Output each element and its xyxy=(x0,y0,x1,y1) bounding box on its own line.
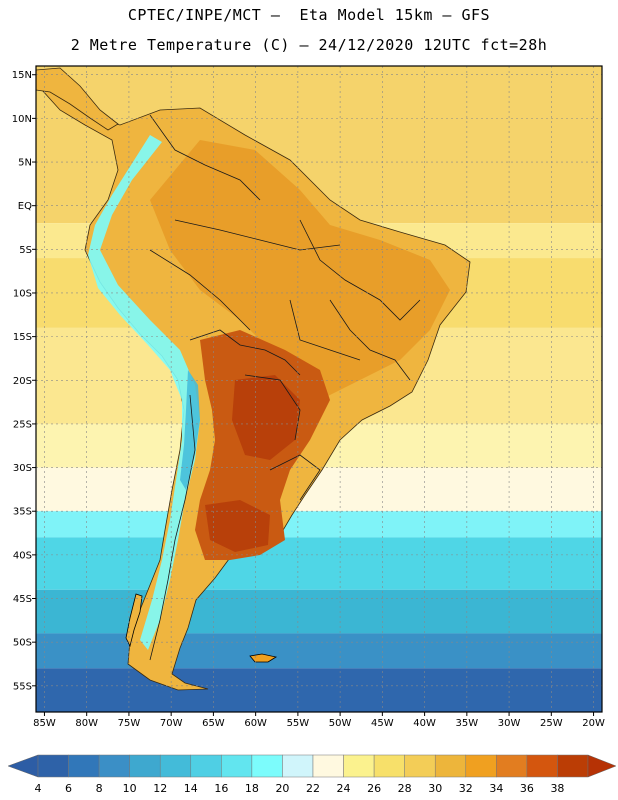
andes-cool-spine xyxy=(88,135,200,650)
colorbar-label: 36 xyxy=(520,782,534,795)
colorbar-high-arrow xyxy=(587,754,617,778)
lat-tick-label: 55S xyxy=(13,681,32,692)
colorbar-label: 18 xyxy=(245,782,259,795)
map-frame xyxy=(35,65,603,713)
lon-tick-label: 70W xyxy=(160,718,183,729)
border-peru-brazil xyxy=(149,249,251,331)
lon-tick-label: 85W xyxy=(33,718,56,729)
colorbar-swatch xyxy=(251,754,283,778)
lat-tick-label: 40S xyxy=(13,550,32,561)
ocean-band-7 xyxy=(36,537,602,590)
border-brazil-states-2 xyxy=(329,299,411,381)
colorbar-label: 22 xyxy=(306,782,320,795)
colorbar-label: 34 xyxy=(489,782,503,795)
lon-tick-label: 45W xyxy=(371,718,394,729)
map-plot-area xyxy=(36,66,602,712)
colorbar-swatch xyxy=(312,754,344,778)
border-brazil-states-3 xyxy=(289,299,361,361)
longitude-tick-labels: 85W 80W 75W 70W 65W 60W 55W 50W 45W 40W 35W 30W 25W 2… xyxy=(33,712,605,729)
colorbar-label: 24 xyxy=(337,782,351,795)
temperature-colorbar: 4 6 8 10 12 14 16 18 20 22 24 26 28 30 32 34 36 38 xyxy=(7,754,617,795)
colorbar-label: 12 xyxy=(153,782,167,795)
colorbar-swatch xyxy=(190,754,222,778)
colorbar-label: 6 xyxy=(65,782,72,795)
colorbar-label: 10 xyxy=(123,782,137,795)
graticule xyxy=(36,66,602,712)
lat-tick-label: 10N xyxy=(12,114,32,125)
colorbar-swatch xyxy=(373,754,405,778)
ocean-band-9 xyxy=(36,633,602,669)
colorbar-swatch xyxy=(221,754,253,778)
colorbar-label: 8 xyxy=(96,782,103,795)
lat-tick-label: 5S xyxy=(19,245,32,256)
lat-tick-label: 35S xyxy=(13,507,32,518)
lon-tick-label: 65W xyxy=(202,718,225,729)
map-title-line-2: 2 Metre Temperature (C) – 24/12/2020 12U… xyxy=(70,36,548,54)
colorbar-swatch xyxy=(465,754,497,778)
border-brazil-states xyxy=(299,219,421,321)
ocean-band-6 xyxy=(36,511,602,538)
lon-tick-label: 55W xyxy=(287,718,310,729)
colorbar-label: 14 xyxy=(184,782,198,795)
lon-tick-label: 50W xyxy=(329,718,352,729)
ocean-band-8 xyxy=(36,589,602,634)
lat-tick-label: EQ xyxy=(18,201,32,212)
border-amazon-north xyxy=(174,219,341,251)
colorbar-label: 38 xyxy=(550,782,564,795)
lat-tick-label: 15S xyxy=(13,332,32,343)
colorbar-label: 32 xyxy=(459,782,473,795)
border-argentina-chile xyxy=(149,394,196,661)
lon-tick-label: 20W xyxy=(582,718,605,729)
border-uruguay xyxy=(269,454,321,501)
lat-tick-label: 15N xyxy=(12,70,32,81)
colorbar-swatch xyxy=(129,754,161,778)
falkland-islands xyxy=(249,653,278,663)
lon-tick-label: 75W xyxy=(118,718,141,729)
andes-cold-core xyxy=(180,370,200,490)
colorbar-swatch xyxy=(526,754,558,778)
hottest-zone-south xyxy=(205,500,270,552)
border-bolivia xyxy=(189,329,301,376)
colorbar-label: 28 xyxy=(398,782,412,795)
lat-tick-label: 10S xyxy=(13,288,32,299)
colorbar-swatch xyxy=(159,754,192,778)
lat-tick-label: 25S xyxy=(13,419,32,430)
lon-tick-label: 25W xyxy=(540,718,563,729)
colorbar-label: 30 xyxy=(428,782,442,795)
colorbar-swatch xyxy=(98,754,130,778)
lon-tick-label: 60W xyxy=(244,718,267,729)
lat-tick-label: 45S xyxy=(13,594,32,605)
colorbar-label: 16 xyxy=(214,782,228,795)
lon-tick-label: 35W xyxy=(456,718,479,729)
latitude-tick-labels: 15N 10N 5N EQ 5S 10S 15S 20S 25S 30S 35S 40S 45S 50S 5… xyxy=(12,70,36,692)
colorbar-label: 20 xyxy=(275,782,289,795)
colorbar-swatch xyxy=(404,754,436,778)
lat-tick-label: 50S xyxy=(13,638,32,649)
colorbar-swatch xyxy=(496,754,528,778)
lat-tick-label: 30S xyxy=(13,463,32,474)
colorbar-low-arrow xyxy=(7,754,39,778)
colorbar-swatch xyxy=(282,754,314,778)
lon-tick-label: 40W xyxy=(413,718,436,729)
colorbar-swatch xyxy=(434,754,467,778)
lat-tick-label: 20S xyxy=(13,376,32,387)
colorbar-swatch xyxy=(557,754,589,778)
ocean-band-10 xyxy=(36,668,602,712)
border-colombia-venezuela xyxy=(149,114,261,201)
lon-tick-label: 80W xyxy=(75,718,98,729)
hottest-zone xyxy=(232,375,300,460)
map-title-line-1: CPTEC/INPE/MCT – Eta Model 15km – GFS xyxy=(127,6,491,24)
colorbar-swatch xyxy=(343,754,375,778)
lat-tick-label: 5N xyxy=(18,158,32,169)
country-borders xyxy=(149,114,421,661)
colorbar-label: 4 xyxy=(35,782,42,795)
border-paraguay xyxy=(244,374,301,441)
colorbar-swatch xyxy=(68,754,100,778)
colorbar-swatch xyxy=(37,754,69,778)
colorbar-label: 26 xyxy=(367,782,381,795)
lon-tick-label: 30W xyxy=(498,718,521,729)
interior-warm-region xyxy=(150,140,450,400)
central-america xyxy=(36,67,119,131)
